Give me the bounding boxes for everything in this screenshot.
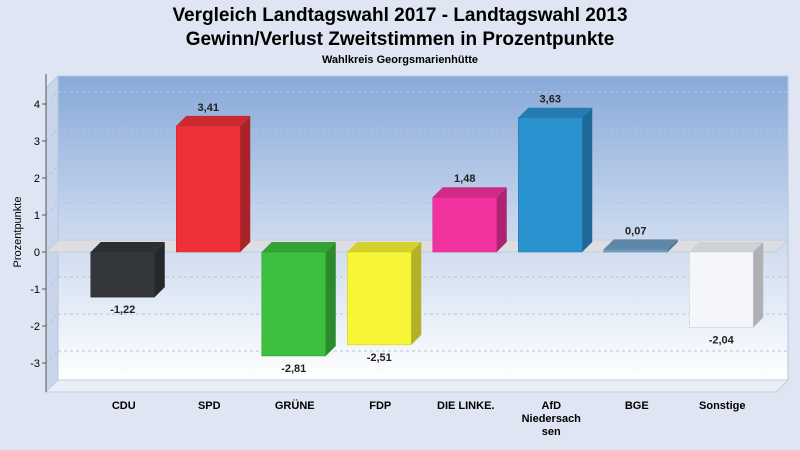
plot-side-wall — [45, 74, 59, 394]
bar-5 — [432, 187, 507, 253]
data-label: -1,22 — [110, 304, 135, 316]
x-tick-label: FDP — [369, 400, 391, 412]
data-label: 1,48 — [454, 173, 475, 185]
x-tick-label: BGE — [625, 400, 649, 412]
x-tick-label: CDU — [112, 400, 136, 412]
y-tick-label: 4 — [34, 99, 40, 111]
gridline — [45, 165, 59, 179]
x-tick-label: AfD Niedersach sen — [522, 400, 582, 438]
x-tick-label: Sonstige — [699, 400, 745, 412]
data-label: 0,07 — [625, 225, 646, 237]
x-tick-label: GRÜNE — [275, 399, 315, 412]
data-label: 3,41 — [198, 102, 219, 114]
bar-6 — [518, 107, 593, 253]
chart-subtitle: Wahlkreis Georgsmarienhütte — [321, 54, 479, 66]
y-tick-label: 1 — [34, 210, 40, 222]
gridline — [45, 91, 59, 105]
plot-back-wall — [57, 75, 789, 381]
gridline — [45, 128, 59, 142]
plot-floor — [44, 379, 790, 393]
gridline — [45, 276, 59, 290]
bar-1 — [90, 242, 165, 298]
data-label: 3,63 — [540, 94, 561, 106]
y-tick-label: -2 — [30, 321, 40, 333]
y-tick-label: -1 — [30, 284, 40, 296]
gridline — [45, 202, 59, 216]
x-tick-label: SPD — [198, 400, 221, 412]
bar-7 — [603, 239, 678, 253]
data-label: -2,81 — [281, 363, 306, 375]
data-label: -2,04 — [709, 334, 735, 346]
bar-4 — [347, 242, 422, 346]
y-tick-label: 0 — [34, 247, 40, 259]
y-tick-label: 3 — [34, 136, 40, 148]
x-tick-label: DIE LINKE. — [437, 400, 494, 412]
bar-2 — [176, 115, 251, 253]
chart-title-line-1: Vergleich Landtagswahl 2017 - Landtagswa… — [172, 5, 628, 26]
bar-3 — [261, 242, 336, 357]
y-tick-label: 2 — [34, 173, 40, 185]
data-label: -2,51 — [367, 352, 392, 364]
chart-title-line-2: Gewinn/Verlust Zweitstimmen in Prozentpu… — [185, 29, 615, 50]
gridline — [45, 313, 59, 327]
gridline — [45, 350, 59, 364]
y-tick-label: -3 — [30, 358, 40, 370]
bar-8 — [689, 242, 764, 328]
